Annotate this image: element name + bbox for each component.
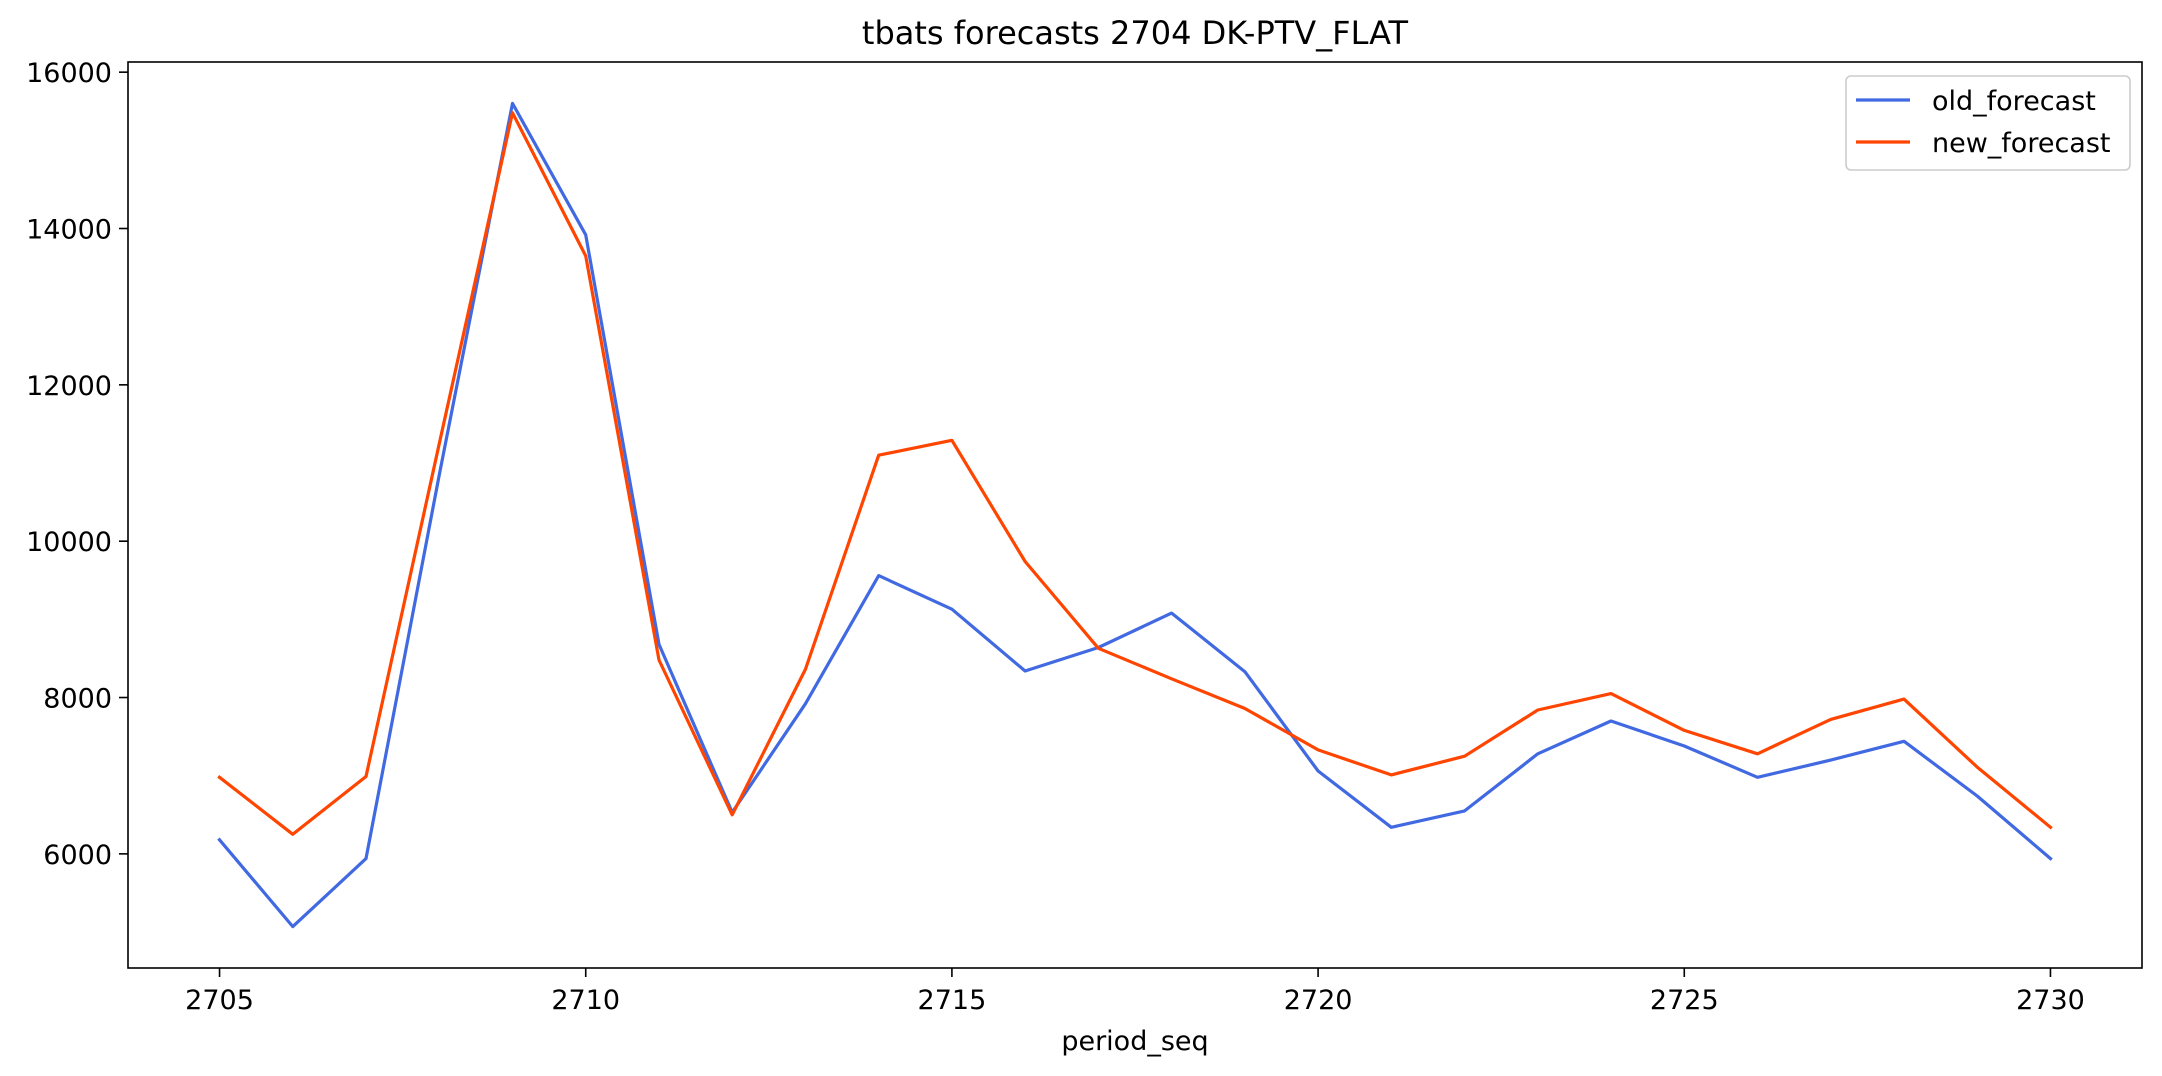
series-line-new_forecast [217,111,2053,836]
x-axis-label: period_seq [1061,1026,1208,1057]
x-axis: 2705 2710 2715 2720 2725 2730 [185,968,2085,1016]
x-tick-label: 2720 [1284,985,1353,1016]
series-layer [217,101,2053,929]
legend-box [1845,75,2131,171]
series-line-old_forecast [217,101,2053,929]
legend-label-old_forecast: old_forecast [1932,86,2096,117]
chart-title: tbats forecasts 2704 DK-PTV_FLAT [862,14,1409,52]
x-tick-label: 2715 [918,985,987,1016]
x-tick-label: 2710 [551,985,620,1016]
x-tick-label: 2705 [185,985,254,1016]
legend: old_forecast new_forecast [1845,75,2131,171]
y-tick-label: 10000 [26,527,112,558]
y-axis: 6000 8000 10000 12000 14000 16000 [26,58,128,871]
x-tick-label: 2730 [2016,985,2085,1016]
x-tick-label: 2725 [1650,985,1719,1016]
y-tick-label: 8000 [43,684,112,715]
plot-frame [127,61,2143,969]
y-tick-label: 16000 [26,58,112,89]
y-tick-label: 14000 [26,215,112,246]
legend-label-new_forecast: new_forecast [1932,128,2111,159]
y-tick-label: 12000 [26,371,112,402]
y-tick-label: 6000 [43,840,112,871]
